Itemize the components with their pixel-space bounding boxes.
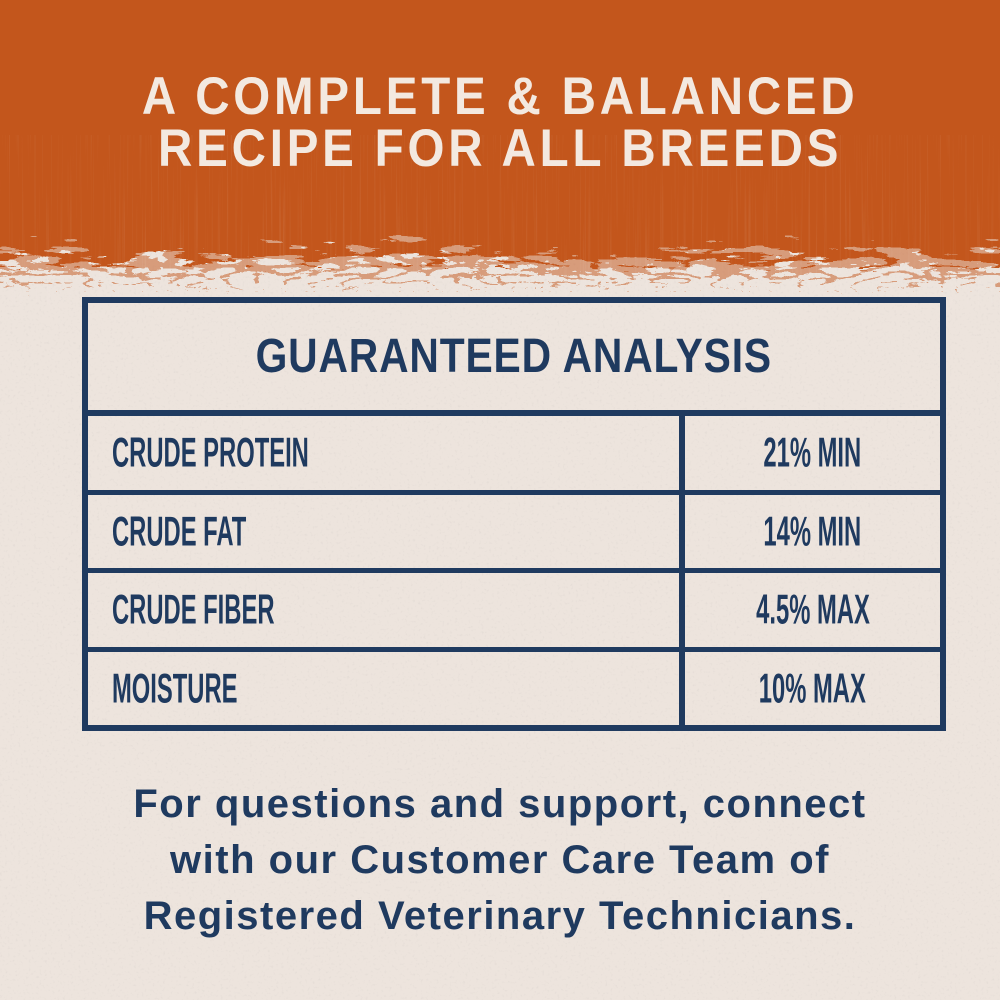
analysis-label: CRUDE PROTEIN <box>112 428 309 476</box>
guaranteed-analysis-table: GUARANTEED ANALYSIS CRUDE PROTEIN 21% MI… <box>82 297 946 731</box>
analysis-value: 4.5% MAX <box>755 585 870 633</box>
customer-care-note-line2: with our Customer Care Team of <box>170 838 830 882</box>
guaranteed-analysis-title: GUARANTEED ANALYSIS <box>255 330 773 383</box>
analysis-label-cell: MOISTURE <box>88 651 685 725</box>
analysis-label-cell: CRUDE FAT <box>88 494 685 568</box>
banner-headline: A COMPLETE & BALANCED RECIPE FOR ALL BRE… <box>0 66 1000 178</box>
banner-headline-line2: RECIPE FOR ALL BREEDS <box>157 118 843 178</box>
analysis-value-cell: 4.5% MAX <box>685 573 940 647</box>
customer-care-note-line3: Registered Veterinary Technicians. <box>143 894 857 938</box>
banner-headline-line1: A COMPLETE & BALANCED <box>141 66 859 126</box>
table-row-crude-protein: CRUDE PROTEIN 21% MIN <box>88 416 940 495</box>
analysis-label: CRUDE FAT <box>112 507 247 555</box>
analysis-value-cell: 14% MIN <box>685 495 940 569</box>
table-row-crude-fiber: CRUDE FIBER 4.5% MAX <box>88 573 940 652</box>
table-row-moisture: MOISTURE 10% MAX <box>88 651 940 726</box>
analysis-label: CRUDE FIBER <box>112 585 275 633</box>
customer-care-note: For questions and support, connect with … <box>0 776 1000 944</box>
analysis-value: 21% MIN <box>763 428 862 476</box>
analysis-value: 10% MAX <box>758 664 867 712</box>
analysis-value-cell: 21% MIN <box>685 416 940 490</box>
guaranteed-analysis-header: GUARANTEED ANALYSIS <box>88 303 940 416</box>
analysis-value: 14% MIN <box>763 507 862 555</box>
table-row-crude-fat: CRUDE FAT 14% MIN <box>88 494 940 573</box>
analysis-label-cell: CRUDE FIBER <box>88 573 685 647</box>
analysis-label: MOISTURE <box>112 664 238 712</box>
analysis-value-cell: 10% MAX <box>685 652 940 726</box>
analysis-label-cell: CRUDE PROTEIN <box>88 416 685 490</box>
customer-care-note-line1: For questions and support, connect <box>133 782 867 826</box>
